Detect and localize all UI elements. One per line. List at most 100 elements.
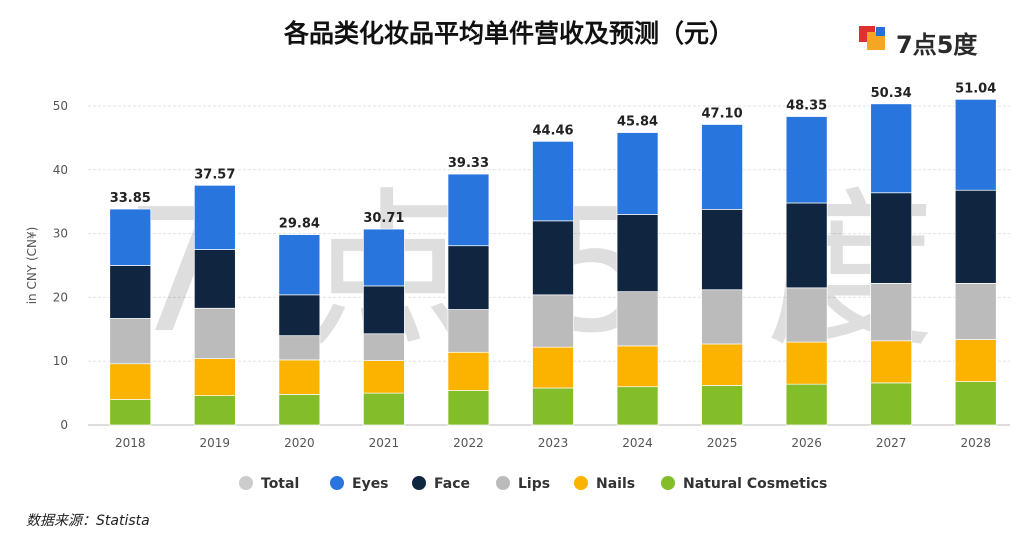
bar-segment-lips	[701, 289, 743, 345]
legend-label: Nails	[596, 476, 635, 492]
bar-segment-nails	[870, 340, 913, 384]
bar-segment-lips	[363, 333, 405, 361]
bar-segment-face	[109, 265, 152, 319]
bar-segment-eyes	[363, 228, 405, 287]
brand-logo-icon	[859, 26, 885, 50]
bar-segment-face	[785, 202, 828, 289]
bar-segment-natural-cosmetics	[363, 392, 405, 426]
total-data-label: 45.84	[617, 115, 658, 130]
brand-name: 7点5度	[896, 31, 978, 59]
total-data-label: 29.84	[279, 217, 320, 232]
bars-group: 33.85 37.57 29.84 30.71 39.33 44.46 45.84 47.10…	[109, 81, 997, 426]
total-data-label: 39.33	[448, 156, 489, 171]
bar-segment-face	[363, 285, 405, 335]
x-tick-label: 2027	[876, 436, 907, 450]
bar-segment-nails	[701, 343, 743, 386]
x-tick-label: 2020	[284, 436, 315, 450]
bar-segment-nails	[532, 346, 574, 389]
bar-segment-face	[954, 189, 997, 284]
y-tick-label: 0	[60, 418, 68, 432]
bar-segment-face	[532, 220, 574, 296]
bar-segment-natural-cosmetics	[193, 395, 236, 426]
legend: Total Eyes Face Lips Nails Natural Cosmetics	[239, 476, 827, 492]
x-tick-label: 2023	[538, 436, 569, 450]
bar-segment-natural-cosmetics	[278, 394, 321, 426]
x-tick-label: 2019	[200, 436, 231, 450]
brand-logo: 7点5度	[858, 22, 1008, 62]
bar-segment-natural-cosmetics	[447, 390, 490, 426]
x-tick-label: 2018	[115, 436, 146, 450]
total-data-label: 33.85	[110, 191, 151, 206]
chart-title: 各品类化妆品平均单件营收及预测（元）	[283, 19, 734, 48]
legend-swatch	[330, 476, 344, 490]
legend-swatch	[412, 476, 426, 490]
bar-segment-eyes	[278, 234, 321, 296]
bar-segment-lips	[616, 291, 659, 347]
axes: 0 10 20 30 40 50 in CNY (CN¥) 2018 2019 2020 2021 2…	[25, 99, 991, 450]
bar-segment-face	[447, 245, 490, 310]
bar-segment-nails	[447, 351, 490, 391]
bar-segment-natural-cosmetics	[616, 386, 659, 426]
bar-segment-eyes	[701, 124, 743, 210]
bar-segment-eyes	[109, 208, 152, 266]
legend-label: Lips	[518, 476, 550, 492]
y-axis-label: in CNY (CN¥)	[25, 227, 39, 305]
bar-segment-face	[278, 294, 321, 337]
legend-swatch	[574, 476, 588, 490]
bar-segment-natural-cosmetics	[109, 399, 152, 426]
legend-swatch	[239, 476, 253, 490]
bar-segment-nails	[193, 358, 236, 397]
x-tick-label: 2022	[453, 436, 484, 450]
bar-segment-face	[701, 209, 743, 291]
bar-segment-nails	[109, 363, 152, 400]
bar-segment-natural-cosmetics	[785, 383, 828, 426]
legend-label: Natural Cosmetics	[683, 476, 827, 492]
bar-segment-natural-cosmetics	[532, 387, 574, 426]
y-tick-label: 10	[53, 354, 68, 368]
y-tick-label: 50	[53, 99, 68, 113]
bar-segment-eyes	[616, 132, 659, 215]
bar-segment-lips	[109, 318, 152, 365]
bar-segment-lips	[870, 283, 913, 342]
source-note: 数据来源：Statista	[26, 513, 150, 529]
bar-segment-face	[616, 214, 659, 293]
bar-segment-nails	[954, 339, 997, 382]
bar-segment-lips	[447, 309, 490, 353]
bar-segment-face	[193, 249, 236, 309]
bar-segment-nails	[616, 345, 659, 388]
bar-segment-lips	[954, 283, 997, 340]
total-data-label: 44.46	[532, 123, 573, 138]
y-tick-label: 40	[53, 163, 68, 177]
total-data-label: 50.34	[871, 86, 912, 101]
bar-segment-face	[870, 192, 913, 284]
bar-segment-lips	[278, 335, 321, 361]
bar-segment-nails	[785, 341, 828, 385]
legend-label: Total	[261, 476, 299, 492]
bar-segment-eyes	[870, 103, 913, 194]
bar-segment-eyes	[193, 184, 236, 250]
bar-segment-natural-cosmetics	[870, 382, 913, 426]
x-tick-label: 2025	[707, 436, 738, 450]
bar-segment-nails	[363, 360, 405, 394]
legend-swatch	[661, 476, 675, 490]
bar-segment-lips	[193, 307, 236, 359]
bar-segment-eyes	[532, 140, 574, 222]
total-data-label: 48.35	[786, 99, 827, 114]
bar-segment-natural-cosmetics	[701, 385, 743, 426]
bar-segment-lips	[532, 294, 574, 348]
bar-segment-lips	[785, 287, 828, 343]
total-data-label: 30.71	[363, 211, 404, 226]
legend-label: Eyes	[352, 476, 389, 492]
y-tick-label: 30	[53, 227, 68, 241]
bar-segment-eyes	[954, 99, 997, 191]
total-data-label: 37.57	[194, 167, 235, 182]
legend-label: Face	[434, 476, 470, 492]
legend-swatch	[496, 476, 510, 490]
total-data-label: 51.04	[955, 81, 996, 96]
total-data-label: 47.10	[702, 107, 743, 122]
x-tick-label: 2028	[960, 436, 991, 450]
bar-segment-nails	[278, 359, 321, 395]
x-tick-label: 2024	[622, 436, 653, 450]
y-tick-label: 20	[53, 290, 68, 304]
